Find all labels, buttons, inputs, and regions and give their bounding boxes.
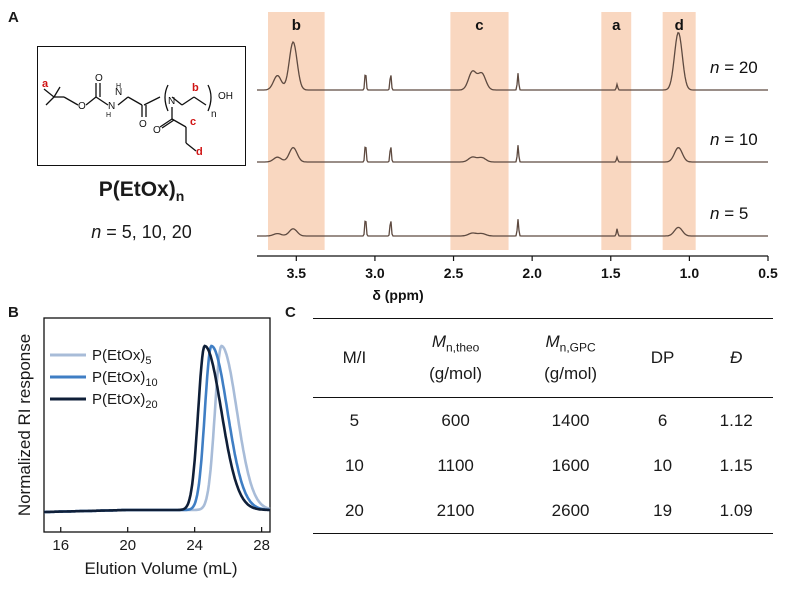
nmr-spectrum-chart: b c a dn = 20n = 10n = 53.5 3.0 2.5 2.0 1.5 1.0 0…: [257, 12, 778, 303]
svg-text:O: O: [78, 101, 86, 112]
repeat-unit-subscript: n: [211, 109, 217, 120]
gpc-legend-name: P(EtOx): [92, 391, 145, 408]
region-label-b: b: [292, 17, 301, 34]
gpc-legend-label: P(EtOx)5: [92, 347, 151, 367]
gpc-x-tick-label: 28: [253, 537, 270, 554]
table-cell: 10: [344, 455, 364, 475]
svg-text:N: N: [115, 87, 122, 98]
table-cell: 2100: [436, 500, 475, 520]
gpc-series-line: [44, 344, 270, 514]
table-row: 5 600 1400 6 1.12: [313, 398, 773, 444]
svg-text:O: O: [95, 73, 103, 84]
proton-label-d: d: [196, 146, 203, 158]
nmr-series-line: [257, 219, 768, 237]
hydroxyl-label: OH: [218, 91, 233, 102]
polymer-name: P(EtOx)n: [98, 178, 185, 205]
nmr-series-label-value: = 5: [719, 204, 748, 223]
nmr-x-tick-label: 1.5: [601, 265, 621, 281]
table-cell: 1.12: [719, 410, 753, 430]
nmr-x-tick-label: 0.5: [758, 265, 778, 281]
nmr-x-tick-label: 3.0: [365, 265, 385, 281]
col-header-mn-theo: Mn,theo (g/mol): [429, 332, 483, 383]
svg-text:O: O: [139, 119, 147, 130]
gpc-legend-subscript: 5: [145, 355, 151, 367]
highlight-region-c: [450, 12, 509, 250]
nmr-x-tick-label: 2.0: [522, 265, 542, 281]
region-label-d: d: [675, 17, 684, 34]
table-cell: 1100: [437, 455, 474, 475]
table-cell: 1600: [551, 455, 590, 475]
panel-label-c: C: [285, 304, 296, 321]
svg-text:N: N: [108, 101, 115, 112]
nmr-series-label-n: n: [710, 58, 719, 77]
panel-label-a: A: [8, 9, 19, 26]
table-row: 20 2100 2600 19 1.09: [313, 488, 773, 534]
table-cell: 19: [653, 500, 673, 520]
nmr-x-tick-label: 3.5: [287, 265, 307, 281]
nmr-series-label-n: n: [710, 204, 719, 223]
gpc-legend-label: P(EtOx)20: [92, 391, 158, 411]
col-header-dp: DP: [650, 348, 675, 367]
svg-text:H: H: [116, 83, 121, 90]
nmr-series-line: [257, 31, 768, 91]
svg-text:N: N: [168, 96, 175, 107]
proton-label-b: b: [192, 82, 199, 94]
table-cell: 5: [349, 410, 360, 430]
gpc-legend-label: P(EtOx)10: [92, 369, 158, 389]
panel-label-b: B: [8, 304, 19, 321]
svg-text:O: O: [153, 125, 161, 136]
table-cell: 1.15: [719, 455, 753, 475]
nmr-series-label-value: = 10: [719, 130, 757, 149]
nmr-x-axis-label: δ (ppm): [372, 287, 423, 303]
gpc-legend-subscript: 10: [145, 377, 157, 389]
region-label-a: a: [612, 17, 621, 34]
table-cell: 10: [653, 455, 673, 475]
table-cell: 1.09: [719, 500, 753, 520]
gpc-legend-subscript: 20: [145, 399, 157, 411]
gpc-legend-name: P(EtOx): [92, 369, 145, 386]
table-cell: 600: [441, 410, 470, 430]
gpc-y-axis-label: Normalized RI response: [15, 334, 34, 516]
table-cell: 2600: [551, 500, 590, 520]
nmr-series-label: n = 5: [710, 204, 748, 223]
gpc-x-tick-label: 24: [186, 537, 203, 554]
gpc-x-axis-label: Elution Volume (mL): [84, 559, 237, 578]
table-row: 10 1100 1600 10 1.15: [313, 443, 773, 488]
gpc-series-line: [44, 344, 271, 514]
nmr-series-line: [257, 145, 768, 163]
table-cell: 1400: [551, 410, 590, 430]
nmr-series-label-n: n: [710, 130, 719, 149]
gpc-series-line: [44, 344, 270, 514]
col-header-dispersity: Đ: [730, 348, 743, 367]
col-header-mn-gpc: Mn,GPC (g/mol): [544, 332, 598, 383]
highlight-region-d: [662, 12, 696, 250]
table-cell: 6: [657, 410, 668, 430]
gpc-x-tick-label: 20: [119, 537, 136, 554]
nmr-x-tick-label: 1.0: [680, 265, 700, 281]
nmr-x-tick-label: 2.5: [444, 265, 464, 281]
chemical-structure: O O N H N H O N O n OH a b c d: [42, 73, 233, 158]
polymer-n-values: n = 5, 10, 20: [91, 222, 192, 242]
table-cell: 20: [344, 500, 364, 520]
nmr-series-label: n = 10: [710, 130, 758, 149]
nmr-series-label: n = 20: [710, 58, 758, 77]
gpc-x-tick-label: 16: [52, 537, 69, 554]
nmr-series-label-value: = 20: [719, 58, 757, 77]
proton-label-c: c: [190, 116, 196, 128]
highlight-region-a: [601, 12, 632, 250]
col-header-mi: M/I: [342, 348, 367, 367]
svg-text:H: H: [106, 112, 111, 119]
gpc-plot-frame: [43, 317, 271, 533]
polymer-properties-table: M/I Mn,theo (g/mol) Mn,GPC (g/mol) DP Đ …: [313, 318, 773, 534]
region-label-c: c: [475, 17, 483, 34]
gpc-legend-name: P(EtOx): [92, 347, 145, 364]
proton-label-a: a: [42, 78, 49, 90]
chemical-structure-box: O O N H N H O N O n OH a b c d: [37, 46, 246, 166]
